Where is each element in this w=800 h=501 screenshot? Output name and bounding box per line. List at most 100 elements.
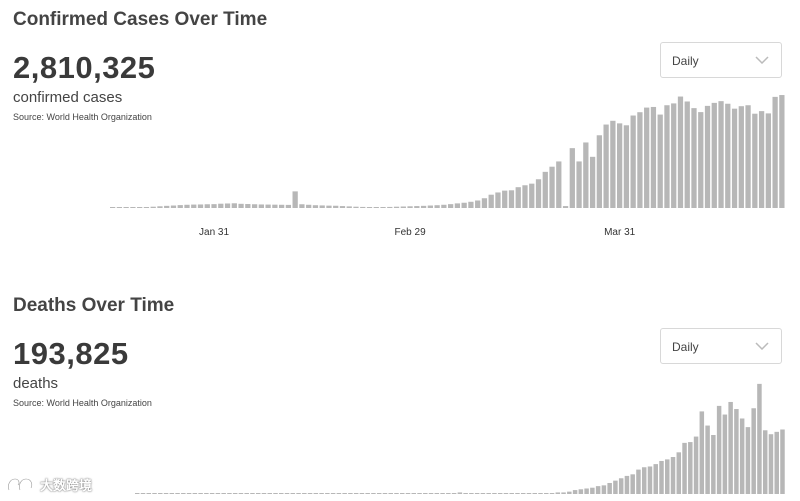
cases-bar: [475, 200, 481, 208]
deaths-bar: [711, 435, 716, 494]
deaths-bar: [618, 478, 624, 494]
deaths-bar: [699, 411, 705, 494]
deaths-bar: [734, 409, 739, 494]
deaths-title: Deaths Over Time: [13, 295, 175, 316]
deaths-bar: [538, 493, 543, 494]
deaths-bar: [400, 493, 405, 494]
cases-bar: [488, 194, 494, 208]
deaths-bar: [497, 493, 503, 494]
cases-bar: [772, 96, 778, 208]
cases-bar: [164, 205, 170, 208]
cases-bar: [420, 205, 427, 208]
confirmed-cases-panel: Confirmed Cases Over Time 2,810,325 conf…: [0, 0, 800, 250]
deaths-bar: [336, 493, 342, 494]
deaths-bar: [417, 493, 422, 494]
deaths-bar: [169, 493, 175, 494]
logo-mark-icon: [7, 477, 33, 491]
cases-bar: [617, 123, 623, 208]
cases-bar: [725, 103, 731, 208]
cases-bar: [279, 204, 285, 208]
deaths-bar: [665, 459, 670, 494]
cases-bar: [251, 204, 258, 208]
deaths-bar: [520, 493, 526, 494]
deaths-bar: [613, 480, 618, 494]
deaths-bar: [353, 493, 359, 494]
deaths-period-dropdown[interactable]: Daily: [660, 328, 782, 364]
deaths-bar: [428, 493, 434, 494]
cases-bar: [508, 190, 515, 208]
confirmed-cases-source: Source: World Health Organization: [13, 112, 152, 122]
cases-bar: [414, 206, 420, 208]
deaths-bar: [728, 401, 733, 494]
cases-bar: [285, 204, 292, 208]
deaths-bar: [290, 493, 296, 494]
deaths-bar: [595, 486, 601, 494]
cases-bar: [393, 206, 400, 208]
deaths-bar: [284, 493, 290, 494]
cases-bar: [427, 205, 433, 208]
deaths-bar: [739, 418, 745, 494]
deaths-bar: [607, 482, 612, 494]
cases-bar: [110, 207, 116, 208]
cases-bar: [691, 108, 697, 208]
cases-bar: [272, 204, 278, 208]
cases-bar: [400, 206, 406, 208]
deaths-bar: [693, 436, 699, 494]
deaths-bar: [659, 460, 664, 494]
confirmed-cases-period-dropdown[interactable]: Daily: [660, 42, 782, 78]
cases-bar: [218, 203, 224, 208]
deaths-bar: [716, 405, 722, 494]
deaths-bar: [745, 427, 751, 494]
deaths-bar: [567, 491, 572, 494]
cases-bar: [448, 204, 454, 208]
cases-bar: [603, 124, 609, 208]
deaths-bar: [192, 493, 198, 494]
chevron-down-icon: [755, 342, 769, 350]
deaths-bar: [463, 493, 468, 494]
deaths-bar: [532, 493, 537, 494]
cases-bar: [191, 204, 197, 208]
cases-bar: [529, 183, 535, 208]
deaths-bar: [232, 493, 238, 494]
cases-bar: [184, 204, 190, 208]
deaths-bar: [227, 493, 232, 494]
cases-bar: [637, 112, 643, 208]
dropdown-selected-value: Daily: [672, 54, 699, 68]
deaths-bar: [279, 493, 284, 494]
x-tick-label: Mar 31: [604, 227, 636, 238]
cases-bar: [177, 205, 183, 208]
cases-bar: [373, 207, 379, 208]
cases-bar: [671, 103, 677, 208]
deaths-bar: [469, 493, 474, 494]
cases-bar: [758, 111, 765, 208]
deaths-bar: [440, 493, 445, 494]
cases-bar: [718, 101, 724, 208]
deaths-bar: [209, 493, 215, 494]
cases-bar: [481, 198, 488, 208]
cases-bar: [333, 205, 339, 208]
cases-bar: [387, 206, 393, 208]
deaths-bar: [302, 493, 307, 494]
deaths-bar: [503, 493, 509, 494]
cases-bar: [346, 206, 352, 208]
deaths-panel: Deaths Over Time 193,825 deaths Source: …: [0, 286, 800, 501]
cases-bar: [711, 102, 717, 208]
cases-bar: [549, 166, 555, 208]
confirmed-cases-chart: Jan 31 Feb 29 Mar 31: [110, 95, 785, 238]
deaths-bar: [457, 492, 463, 494]
deaths-bar: [515, 493, 520, 494]
cases-bar: [137, 207, 143, 208]
deaths-bar: [423, 493, 428, 494]
cases-bar: [441, 204, 447, 208]
deaths-bar: [204, 493, 209, 494]
cases-bar: [623, 125, 630, 208]
confirmed-cases-total: 2,810,325: [13, 50, 156, 85]
cases-bar: [380, 207, 386, 208]
confirmed-cases-title: Confirmed Cases Over Time: [13, 9, 268, 30]
deaths-bar: [238, 493, 244, 494]
deaths-bar: [653, 464, 658, 494]
deaths-bar: [152, 493, 157, 494]
cases-bar: [461, 202, 467, 208]
cases-bar: [684, 101, 690, 208]
cases-bar: [535, 179, 542, 208]
